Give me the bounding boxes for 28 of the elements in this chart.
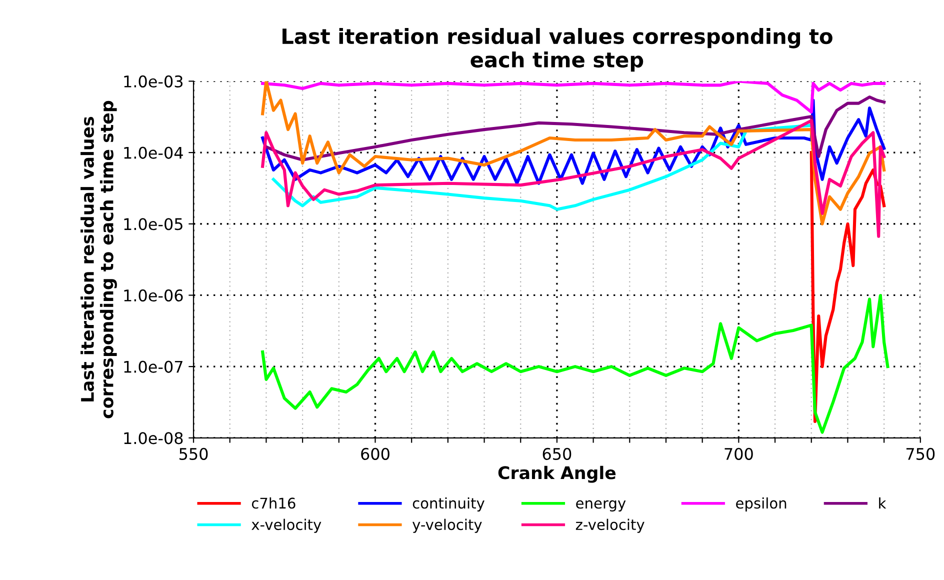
- x-tick-label: 750: [906, 448, 935, 460]
- legend-label: continuity: [412, 497, 484, 512]
- y-axis-title: Last iteration residual values corresponding to each time step: [80, 100, 117, 418]
- line-series: [264, 95, 886, 162]
- x-axis-title: Crank Angle: [498, 466, 616, 483]
- line-series: [261, 119, 886, 238]
- line-series: [261, 81, 886, 114]
- line-series: [261, 294, 890, 434]
- x-tick-label: 600: [361, 448, 390, 460]
- y-tick-label: 1.0e-06: [124, 289, 183, 302]
- y-tick-label: 1.0e-03: [124, 75, 183, 88]
- legend-label: k: [879, 497, 886, 508]
- y-tick-label: 1.0e-04: [124, 146, 183, 159]
- legend-label: z-velocity: [576, 518, 644, 533]
- legend-label: y-velocity: [412, 518, 482, 533]
- legend-label: epsilon: [736, 497, 786, 512]
- legend-label: energy: [576, 500, 626, 512]
- x-tick-label: 700: [724, 448, 753, 460]
- y-tick-label: 1.0e-08: [124, 432, 183, 444]
- y-tick-label: 1.0e-05: [124, 218, 182, 230]
- x-tick-label: 650: [542, 448, 572, 460]
- y-tick-label: 1.0e-07: [124, 360, 182, 373]
- line-series: [272, 124, 813, 211]
- x-tick-label: 550: [180, 448, 208, 460]
- legend-label: c7h16: [252, 497, 296, 509]
- legend-label: x-velocity: [252, 518, 322, 533]
- line-series: [261, 81, 886, 226]
- chart-title: Last iteration residual values corresponding to each time step: [282, 28, 832, 72]
